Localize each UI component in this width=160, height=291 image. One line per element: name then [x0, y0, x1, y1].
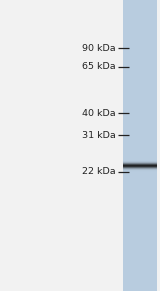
Text: 90 kDa: 90 kDa — [82, 44, 116, 52]
Text: 31 kDa: 31 kDa — [82, 131, 116, 140]
Bar — [123, 0, 157, 291]
Text: 22 kDa: 22 kDa — [82, 167, 116, 176]
Text: 40 kDa: 40 kDa — [82, 109, 116, 118]
Text: 65 kDa: 65 kDa — [82, 63, 116, 71]
